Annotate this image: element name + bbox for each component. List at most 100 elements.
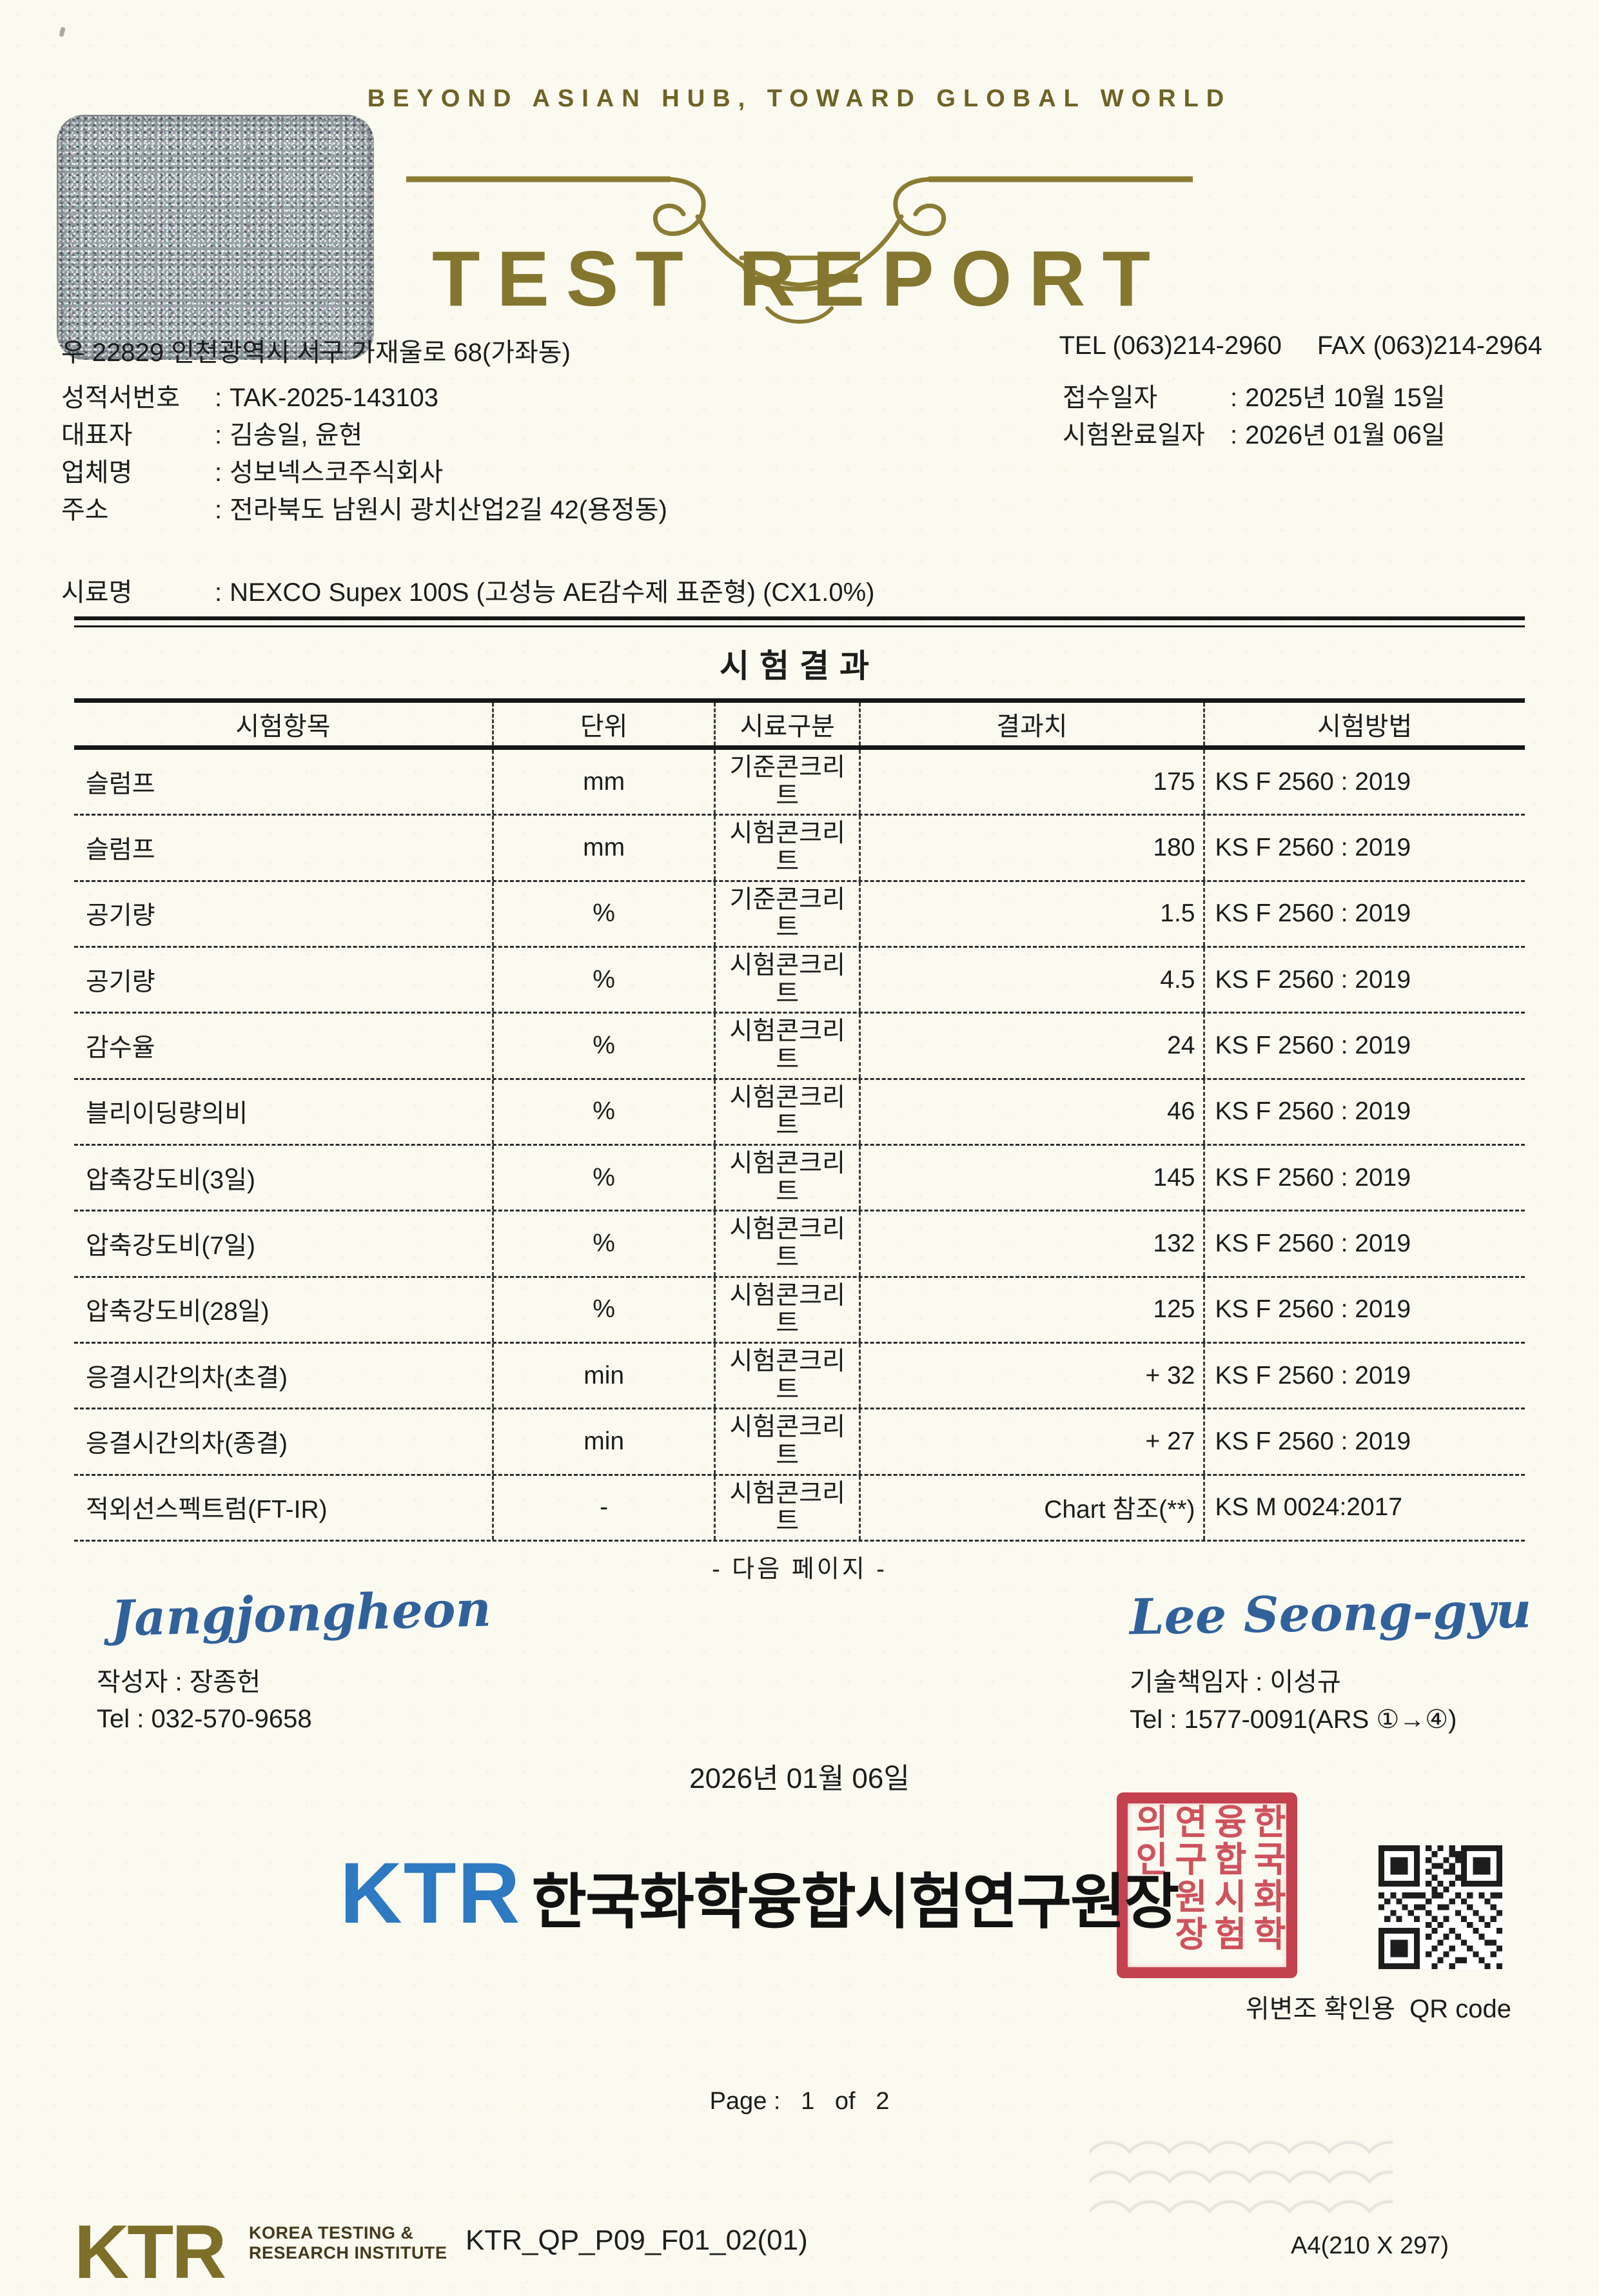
lab-address: 우 22829 인천광역시 서구 가재울로 68(가좌동) <box>61 339 571 367</box>
issuing-org: KTR 한국화학융합시험연구원장 <box>340 1844 1179 1943</box>
approver-tel: Tel : 1577-0091(ARS ①→④) <box>1130 1705 1457 1734</box>
meta-value: 전라북도 남원시 광치산업2길 42(용정동) <box>230 496 667 524</box>
cell-result: 46 <box>859 1079 1202 1144</box>
cell-item: 적외선스펙트럼(FT-IR) <box>86 1496 328 1524</box>
sample-name: NEXCO Supex 100S (고성능 AE감수제 표준형) (CX1.0%… <box>230 578 875 607</box>
cell-item: 공기량 <box>86 968 155 996</box>
approver-name: 기술책임자 : 이성규 <box>1130 1668 1341 1696</box>
cell-type: 시험콘크리트 <box>714 948 859 1012</box>
cell-type: 시험콘크리트 <box>714 816 859 880</box>
cell-type: 시험콘크리트 <box>714 1212 859 1276</box>
cell-method: KS F 2560 : 2019 <box>1202 816 1525 880</box>
cell-method: KS F 2560 : 2019 <box>1202 750 1525 814</box>
cell-type: 시험콘크리트 <box>714 1409 859 1474</box>
cell-type: 시험콘크리트 <box>714 1146 859 1210</box>
col-header-method: 시험방법 <box>1202 703 1525 745</box>
meta-label: 업체명 <box>61 458 133 487</box>
cell-method: KS F 2560 : 2019 <box>1202 1146 1525 1210</box>
meta-label: 접수일자 <box>1063 384 1158 412</box>
approver-signature: Lee Seong-gyu <box>1129 1581 1532 1646</box>
rule-thick <box>74 745 1525 750</box>
cell-method: KS F 2560 : 2019 <box>1202 1079 1525 1144</box>
cell-result: 145 <box>859 1146 1202 1210</box>
col-header-unit: 단위 <box>492 703 714 745</box>
cell-result: + 27 <box>859 1409 1202 1474</box>
cell-result: 175 <box>859 750 1202 814</box>
paper-size: A4(210 X 297) <box>1291 2232 1449 2259</box>
cell-result: Chart 참조(**) <box>859 1475 1202 1540</box>
meta-row-representative: 대표자: 김송일, 윤현 <box>61 417 667 454</box>
cell-unit: % <box>492 1212 714 1276</box>
meta-label: 성적서번호 <box>61 384 180 412</box>
seal-text: 한국화학융합시험연구원장의인 <box>1129 1803 1286 1953</box>
rule-thin <box>74 625 1525 627</box>
cell-unit: mm <box>492 750 714 814</box>
table-row: 공기량 % 기준콘크리트 1.5 KS F 2560 : 2019 <box>74 881 1525 948</box>
cell-item: 공기량 <box>86 902 155 930</box>
cell-type: 시험콘크리트 <box>714 1079 859 1144</box>
cell-type: 시험콘크리트 <box>714 1344 859 1408</box>
rule-thick <box>74 698 1525 703</box>
table-row: 슬럼프 mm 시험콘크리트 180 KS F 2560 : 2019 <box>74 816 1525 882</box>
cell-unit: % <box>492 1014 714 1078</box>
cell-result: + 32 <box>859 1344 1202 1408</box>
table-row: 응결시간의차(종결) min 시험콘크리트 + 27 KS F 2560 : 2… <box>74 1409 1525 1476</box>
cell-result: 132 <box>859 1212 1202 1276</box>
cell-method: KS M 0024:2017 <box>1202 1475 1525 1540</box>
cell-type: 시험콘크리트 <box>714 1475 859 1540</box>
qr-code-icon <box>1378 1845 1502 1969</box>
sample-name-row: 시료명: NEXCO Supex 100S (고성능 AE감수제 표준형) (CX… <box>61 571 874 609</box>
meta-label: 시험완료일자 <box>1063 421 1205 449</box>
results-title: 시험결과 <box>720 648 879 684</box>
rule-gap <box>74 620 1525 625</box>
meta-label: 시료명 <box>61 578 133 607</box>
institute-line: RESEARCH INSTITUTE <box>249 2243 447 2262</box>
cell-type: 기준콘크리트 <box>714 750 859 814</box>
cell-unit: % <box>492 1146 714 1210</box>
table-row: 감수율 % 시험콘크리트 24 KS F 2560 : 2019 <box>74 1014 1525 1080</box>
cell-item: 압축강도비(28일) <box>86 1298 270 1326</box>
separator: : <box>215 421 222 449</box>
org-president-name: 한국화학융합시험연구원장 <box>531 1869 1179 1936</box>
col-header-item: 시험항목 <box>235 712 331 741</box>
cell-method: KS F 2560 : 2019 <box>1202 881 1525 947</box>
cell-item: 감수율 <box>86 1034 155 1063</box>
cell-unit: % <box>492 881 714 947</box>
writer-name: 작성자 : 장종헌 <box>97 1668 261 1696</box>
form-code: KTR_QP_P09_F01_02(01) <box>466 2224 808 2256</box>
meta-value: 성보넥스코주식회사 <box>230 458 444 487</box>
meta-value: 2025년 10월 15일 <box>1245 384 1446 412</box>
ktr-logo: KTR <box>340 1845 522 1941</box>
meta-label: 대표자 <box>61 421 133 449</box>
meta-row-company: 업체명: 성보넥스코주식회사 <box>61 454 667 491</box>
cell-result: 125 <box>859 1277 1202 1342</box>
writer-signature: Jangjongheon <box>110 1580 492 1647</box>
meta-value: 2026년 01월 06일 <box>1245 421 1446 449</box>
cell-type: 시험콘크리트 <box>714 1277 859 1342</box>
cell-unit: min <box>492 1344 714 1408</box>
cell-unit: - <box>492 1475 714 1540</box>
cell-result: 1.5 <box>859 881 1202 947</box>
table-row: 압축강도비(7일) % 시험콘크리트 132 KS F 2560 : 2019 <box>74 1212 1525 1278</box>
cell-method: KS F 2560 : 2019 <box>1202 1344 1525 1408</box>
cell-result: 24 <box>859 1014 1202 1078</box>
separator: : <box>1230 421 1238 449</box>
report-meta-right: 접수일자:2025년 10월 15일 시험완료일자:2026년 01월 06일 <box>1063 379 1446 454</box>
table-row: 공기량 % 시험콘크리트 4.5 KS F 2560 : 2019 <box>74 948 1525 1014</box>
writer-tel: Tel : 032-570-9658 <box>97 1705 312 1733</box>
cell-method: KS F 2560 : 2019 <box>1202 1014 1525 1078</box>
separator: : <box>215 578 222 607</box>
brand-slogan: BEYOND ASIAN HUB, TOWARD GLOBAL WORLD <box>367 85 1232 112</box>
cell-item: 슬럼프 <box>86 770 155 798</box>
page-indicator: Page : 1 of 2 <box>709 2088 890 2115</box>
cell-result: 180 <box>859 816 1202 880</box>
meta-row-completed-date: 시험완료일자:2026년 01월 06일 <box>1063 417 1446 454</box>
scan-speck <box>59 26 66 37</box>
col-header-result: 결과치 <box>859 703 1202 745</box>
footer-institute-name: KOREA TESTING & RESEARCH INSTITUTE <box>249 2223 447 2263</box>
cell-method: KS F 2560 : 2019 <box>1202 1409 1525 1474</box>
cell-unit: mm <box>492 816 714 880</box>
cell-unit: % <box>492 948 714 1012</box>
page-title: TEST REPORT <box>431 235 1168 322</box>
